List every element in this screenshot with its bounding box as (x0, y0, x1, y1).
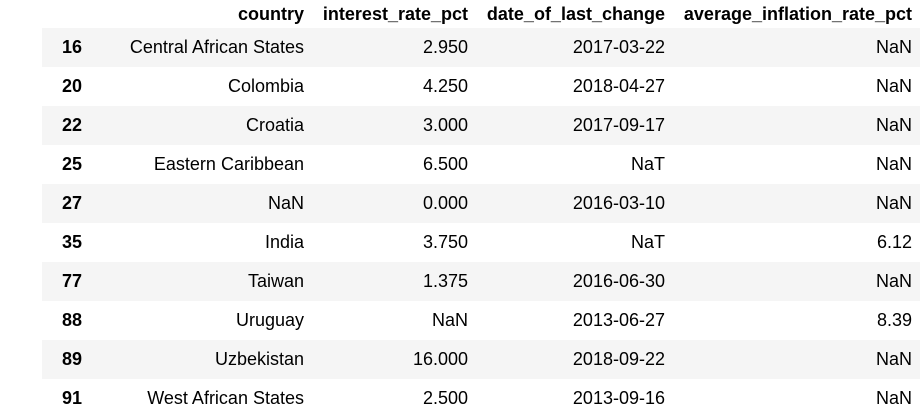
cell-country: India (264, 232, 304, 252)
cell-average-inflation-rate-pct: NaN (875, 115, 912, 135)
header-date-of-last-change: date_of_last_change (486, 3, 665, 24)
cell-country: West African States (147, 388, 304, 408)
table-row: 27 NaN 0.000 2016-03-10 NaN (42, 184, 920, 223)
cell-country: Eastern Caribbean (153, 154, 304, 174)
cell-date-of-last-change: 2017-09-17 (572, 115, 665, 135)
table-row: 88 Uruguay NaN 2013-06-27 8.39 (42, 301, 920, 340)
cell-country: Uzbekistan (214, 349, 304, 369)
cell-interest-rate-pct: 3.750 (422, 232, 468, 252)
header-row: country interest_rate_pct date_of_last_c… (42, 0, 920, 28)
cell-country: Central African States (129, 37, 304, 57)
cell-country: Uruguay (235, 310, 304, 330)
table-row: 16 Central African States 2.950 2017-03-… (42, 28, 920, 67)
row-index: 20 (61, 76, 82, 96)
table-row: 25 Eastern Caribbean 6.500 NaT NaN (42, 145, 920, 184)
table-header: country interest_rate_pct date_of_last_c… (42, 0, 920, 28)
row-index: 22 (61, 115, 82, 135)
cell-date-of-last-change: 2016-06-30 (572, 271, 665, 291)
cell-interest-rate-pct: 1.375 (422, 271, 468, 291)
table-row: 20 Colombia 4.250 2018-04-27 NaN (42, 67, 920, 106)
header-average-inflation-rate-pct: average_inflation_rate_pct (683, 3, 912, 24)
cell-date-of-last-change: 2013-09-16 (572, 388, 665, 408)
table-row: 35 India 3.750 NaT 6.12 (42, 223, 920, 262)
cell-date-of-last-change: NaT (630, 232, 665, 252)
cell-average-inflation-rate-pct: NaN (875, 271, 912, 291)
cell-country: Colombia (227, 76, 304, 96)
cell-interest-rate-pct: 0.000 (422, 193, 468, 213)
cell-average-inflation-rate-pct: NaN (875, 154, 912, 174)
cell-average-inflation-rate-pct: NaN (875, 349, 912, 369)
cell-interest-rate-pct: 4.250 (422, 76, 468, 96)
table-row: 77 Taiwan 1.375 2016-06-30 NaN (42, 262, 920, 301)
cell-average-inflation-rate-pct: NaN (875, 193, 912, 213)
cell-interest-rate-pct: 2.950 (422, 37, 468, 57)
header-index (42, 0, 82, 28)
cell-date-of-last-change: 2013-06-27 (572, 310, 665, 330)
row-index: 91 (61, 388, 82, 408)
table-row: 89 Uzbekistan 16.000 2018-09-22 NaN (42, 340, 920, 379)
cell-average-inflation-rate-pct: 8.39 (876, 310, 912, 330)
table-row: 91 West African States 2.500 2013-09-16 … (42, 379, 920, 418)
header-country: country (237, 3, 304, 24)
cell-average-inflation-rate-pct: NaN (875, 388, 912, 408)
row-index: 27 (61, 193, 82, 213)
cell-interest-rate-pct: 6.500 (422, 154, 468, 174)
cell-interest-rate-pct: 2.500 (422, 388, 468, 408)
cell-country: Taiwan (247, 271, 304, 291)
cell-date-of-last-change: NaT (630, 154, 665, 174)
row-index: 88 (61, 310, 82, 330)
cell-date-of-last-change: 2018-09-22 (572, 349, 665, 369)
header-interest-rate-pct: interest_rate_pct (322, 3, 468, 24)
dataframe-table: country interest_rate_pct date_of_last_c… (42, 0, 920, 418)
cell-interest-rate-pct: 16.000 (412, 349, 468, 369)
table-row: 22 Croatia 3.000 2017-09-17 NaN (42, 106, 920, 145)
cell-interest-rate-pct: 3.000 (422, 115, 468, 135)
cell-average-inflation-rate-pct: NaN (875, 37, 912, 57)
cell-date-of-last-change: 2016-03-10 (572, 193, 665, 213)
cell-average-inflation-rate-pct: NaN (875, 76, 912, 96)
row-index: 16 (61, 37, 82, 57)
row-index: 77 (61, 271, 82, 291)
cell-country: NaN (267, 193, 304, 213)
row-index: 25 (61, 154, 82, 174)
cell-average-inflation-rate-pct: 6.12 (876, 232, 912, 252)
cell-country: Croatia (245, 115, 304, 135)
row-index: 89 (61, 349, 82, 369)
row-index: 35 (61, 232, 82, 252)
table-body: 16 Central African States 2.950 2017-03-… (42, 28, 920, 418)
cell-date-of-last-change: 2017-03-22 (572, 37, 665, 57)
cell-interest-rate-pct: NaN (431, 310, 468, 330)
cell-date-of-last-change: 2018-04-27 (572, 76, 665, 96)
